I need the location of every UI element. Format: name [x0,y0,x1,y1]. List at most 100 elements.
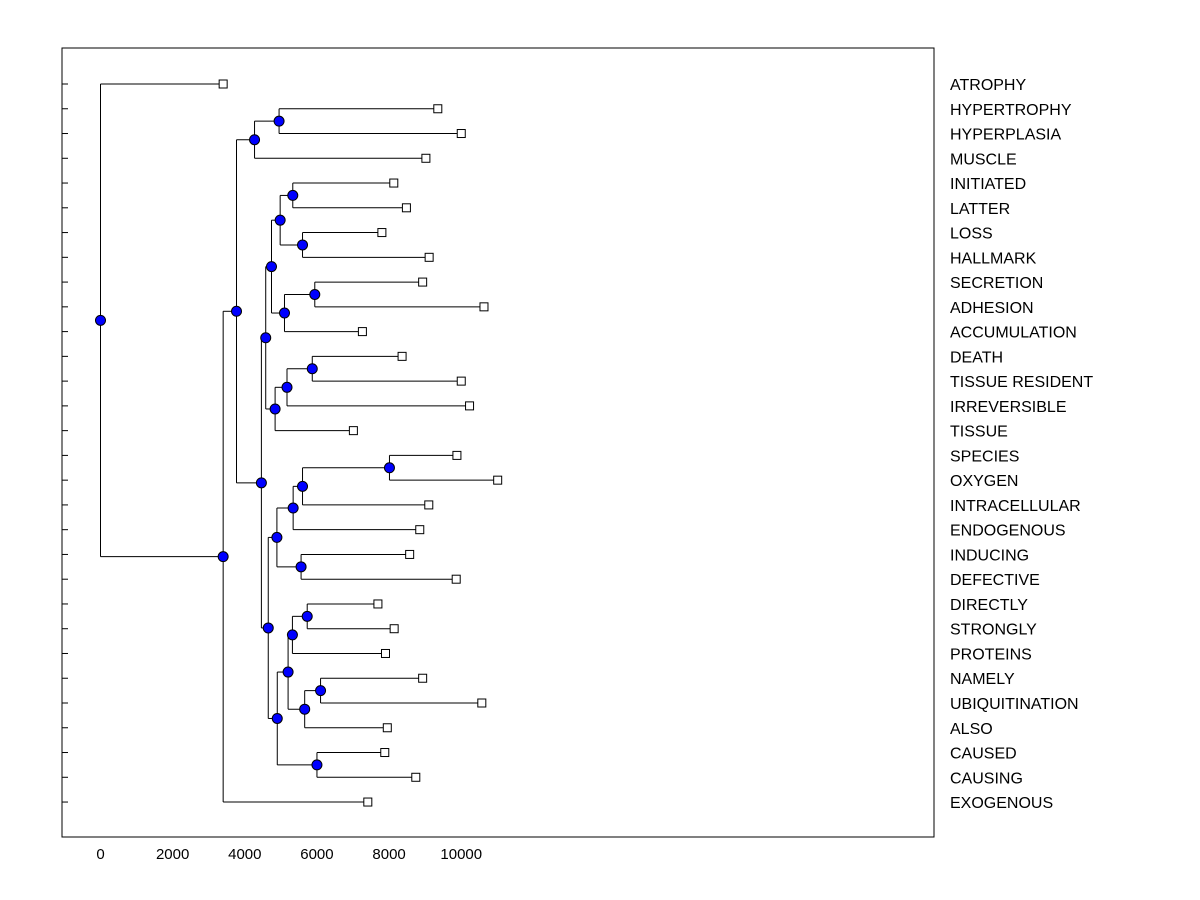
leaf-label: ADHESION [950,300,1034,317]
node-marker [255,477,267,489]
dendrogram-links [100,83,498,803]
leaf-marker [456,129,466,139]
node-marker [309,288,321,300]
leaf-marker [380,648,390,658]
leaf-marker [452,450,462,460]
leaf-marker [451,574,461,584]
leaf-label: DEFECTIVE [950,572,1040,589]
leaf-marker [456,376,466,386]
x-tick-label: 2000 [156,846,189,863]
leaf-marker [363,797,373,807]
leaf-label: PROTEINS [950,646,1032,663]
node-marker [383,462,395,474]
leaf-marker [389,178,399,188]
dendrogram-leaves [218,79,503,807]
node-marker [262,622,274,634]
leaf-marker [405,549,415,559]
leaf-marker [421,153,431,163]
leaf-label: INDUCING [950,547,1029,564]
node-marker [306,363,318,375]
leaf-label: CAUSING [950,770,1023,787]
leaf-label: MUSCLE [950,151,1017,168]
axis-ticks [62,83,68,803]
leaf-labels: ATROPHY HYPERTROPHY HYPERPLASIA MUSCLE INITI… [950,77,1093,812]
leaf-marker [493,475,503,485]
node-marker [217,551,229,563]
x-tick-label: 0 [96,846,104,863]
leaf-marker [411,772,421,782]
leaf-label: DIRECTLY [950,597,1028,614]
leaf-label: OXYGEN [950,473,1018,490]
leaf-marker [397,351,407,361]
node-marker [271,712,283,724]
leaf-marker [433,104,443,114]
node-marker [273,115,285,127]
x-tick-label: 8000 [372,846,405,863]
leaf-marker [415,525,425,535]
leaf-label: HYPERTROPHY [950,102,1072,119]
leaf-label: SPECIES [950,448,1019,465]
plot-frame [61,47,935,838]
node-marker [299,703,311,715]
x-tick-label: 6000 [300,846,333,863]
node-marker [286,629,298,641]
leaf-marker [377,228,387,238]
leaf-marker [418,673,428,683]
node-marker [315,685,327,697]
leaf-marker [424,500,434,510]
leaf-marker [380,748,390,758]
leaf-label: CAUSED [950,746,1017,763]
node-marker [95,314,106,326]
leaf-marker [401,203,411,213]
node-marker [249,134,261,146]
node-marker [287,189,299,201]
node-marker [231,305,243,317]
node-marker [301,610,313,622]
leaf-label: TISSUE [950,424,1008,441]
leaf-label: DEATH [950,349,1003,366]
leaf-marker [477,698,487,708]
leaf-marker [373,599,383,609]
node-marker [274,214,286,226]
node-marker [311,759,323,771]
leaf-label: EXOGENOUS [950,795,1053,812]
leaf-label: INTRACELLULAR [950,498,1081,515]
leaf-label: TISSUE RESIDENT [950,374,1093,391]
node-marker [260,332,272,344]
leaf-marker [465,401,475,411]
leaf-label: ATROPHY [950,77,1026,94]
leaf-label: LATTER [950,201,1010,218]
leaf-label: SECRETION [950,275,1043,292]
leaf-marker [418,277,428,287]
leaf-label: UBIQUITINATION [950,696,1079,713]
leaf-label: STRONGLY [950,622,1037,639]
node-marker [282,666,294,678]
leaf-marker [479,302,489,312]
x-tick-labels: 0 2000 4000 6000 8000 10000 [96,846,482,863]
x-tick-label: 4000 [228,846,261,863]
leaf-label: HYPERPLASIA [950,127,1061,144]
node-marker [269,403,281,415]
leaf-label: LOSS [950,226,993,243]
leaf-label: ACCUMULATION [950,325,1077,342]
leaf-marker [218,79,228,89]
leaf-label: ALSO [950,721,993,738]
dendrogram-nodes [95,115,395,771]
leaf-marker [357,327,367,337]
leaf-label: NAMELY [950,671,1015,688]
leaf-label: HALLMARK [950,250,1037,267]
node-marker [295,561,307,573]
node-marker [297,239,309,251]
leaf-marker [382,723,392,733]
node-marker [265,261,277,273]
leaf-marker [389,624,399,634]
leaf-label: INITIATED [950,176,1026,193]
node-marker [278,307,290,319]
leaf-marker [348,426,358,436]
node-marker [287,502,299,514]
leaf-marker [424,252,434,262]
leaf-label: IRREVERSIBLE [950,399,1066,416]
node-marker [271,531,283,543]
x-tick-label: 10000 [440,846,482,863]
